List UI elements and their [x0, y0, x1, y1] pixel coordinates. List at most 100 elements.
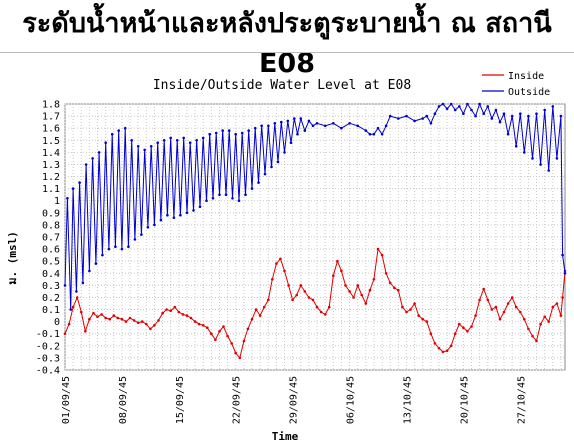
- data-point-outside: [234, 132, 237, 136]
- x-axis-label: Time: [272, 430, 299, 443]
- data-point-outside: [107, 247, 111, 251]
- y-tick-label: 0.9: [42, 208, 60, 219]
- data-point-inside: [519, 310, 522, 314]
- data-point-inside: [92, 311, 95, 315]
- data-point-outside: [88, 269, 91, 273]
- data-point-inside: [352, 296, 355, 299]
- chart-title: Inside/Outside Water Level at E08: [153, 78, 411, 93]
- y-tick-label: 1.5: [42, 136, 60, 147]
- data-point-inside: [555, 302, 559, 305]
- data-point-inside: [157, 319, 160, 322]
- data-point-inside: [417, 314, 421, 317]
- x-tick-label: 15/09/45: [175, 376, 186, 424]
- data-point-inside: [506, 302, 510, 305]
- data-point-outside: [449, 102, 453, 106]
- series-layer: [63, 102, 567, 360]
- data-point-inside: [120, 317, 124, 321]
- data-point-outside: [494, 108, 498, 112]
- data-point-inside: [502, 310, 506, 314]
- y-tick-label: 0.5: [42, 257, 60, 268]
- data-point-outside: [218, 193, 221, 196]
- data-point-outside: [506, 132, 510, 136]
- data-point-outside: [146, 226, 150, 229]
- data-point-inside: [429, 332, 433, 336]
- y-tick-label: -0.1: [36, 329, 60, 340]
- data-point-inside: [71, 305, 75, 309]
- data-point-inside: [421, 317, 425, 321]
- data-point-outside: [253, 126, 257, 130]
- data-point-outside: [535, 112, 538, 115]
- data-point-inside: [458, 322, 461, 326]
- legend-label-outside: Outside: [508, 87, 550, 98]
- data-point-outside: [486, 105, 490, 108]
- data-point-outside: [185, 211, 189, 215]
- data-point-outside: [250, 187, 254, 190]
- data-point-inside: [514, 305, 518, 309]
- data-point-inside: [181, 313, 185, 316]
- y-tick-label: 1.8: [42, 100, 60, 111]
- data-point-outside: [413, 119, 416, 123]
- data-point-inside: [201, 324, 205, 327]
- data-point-outside: [237, 199, 241, 202]
- data-point-inside: [303, 290, 307, 293]
- data-point-inside: [539, 322, 542, 326]
- data-point-inside: [470, 325, 473, 328]
- data-point-outside: [205, 199, 208, 202]
- data-point-inside: [189, 316, 193, 320]
- data-point-outside: [84, 163, 88, 166]
- data-point-outside: [523, 151, 526, 154]
- x-tick-label: 29/09/45: [289, 376, 300, 424]
- data-point-outside: [231, 197, 234, 200]
- data-point-outside: [539, 163, 542, 166]
- data-point-outside: [140, 233, 143, 236]
- data-point-outside: [531, 157, 534, 160]
- data-point-outside: [159, 218, 163, 222]
- data-point-inside: [185, 314, 189, 317]
- y-tick-label: 1.3: [42, 160, 60, 171]
- y-tick-label: 0.1: [42, 305, 60, 316]
- data-point-outside: [71, 187, 75, 190]
- data-point-inside: [433, 342, 437, 345]
- data-point-inside: [462, 326, 465, 330]
- data-point-inside: [311, 298, 315, 302]
- data-point-outside: [276, 160, 280, 164]
- data-point-outside: [348, 122, 351, 125]
- data-point-inside: [238, 356, 242, 360]
- legend: Inside Outside: [482, 71, 550, 98]
- data-point-outside: [192, 209, 195, 212]
- data-point-inside: [295, 293, 299, 297]
- data-point-outside: [143, 148, 146, 152]
- data-point-outside: [527, 114, 530, 118]
- data-point-inside: [75, 296, 79, 299]
- data-point-inside: [340, 269, 343, 273]
- data-point-outside: [555, 157, 559, 160]
- data-point-outside: [81, 281, 85, 285]
- data-point-inside: [165, 308, 168, 311]
- data-point-inside: [543, 315, 546, 319]
- data-point-outside: [429, 122, 433, 125]
- data-point-inside: [332, 274, 335, 278]
- data-point-inside: [453, 332, 457, 336]
- data-point-outside: [474, 114, 477, 118]
- data-point-outside: [563, 272, 567, 275]
- data-point-inside: [242, 339, 246, 343]
- data-point-inside: [206, 326, 209, 330]
- y-tick-label: 1.2: [42, 172, 60, 183]
- data-point-inside: [425, 320, 429, 323]
- data-point-outside: [110, 132, 114, 136]
- data-point-outside: [482, 112, 486, 115]
- data-point-outside: [201, 136, 205, 140]
- data-point-inside: [344, 284, 347, 287]
- data-point-outside: [78, 181, 81, 184]
- data-point-inside: [486, 298, 490, 302]
- data-point-outside: [123, 126, 127, 130]
- y-tick-label: 1.4: [42, 148, 60, 159]
- data-point-inside: [498, 317, 502, 321]
- data-point-inside: [124, 320, 128, 323]
- x-tick-label: 13/10/45: [402, 376, 413, 424]
- data-point-outside: [470, 108, 473, 112]
- data-point-inside: [161, 311, 164, 315]
- data-point-inside: [267, 298, 270, 302]
- data-point-outside: [227, 129, 231, 132]
